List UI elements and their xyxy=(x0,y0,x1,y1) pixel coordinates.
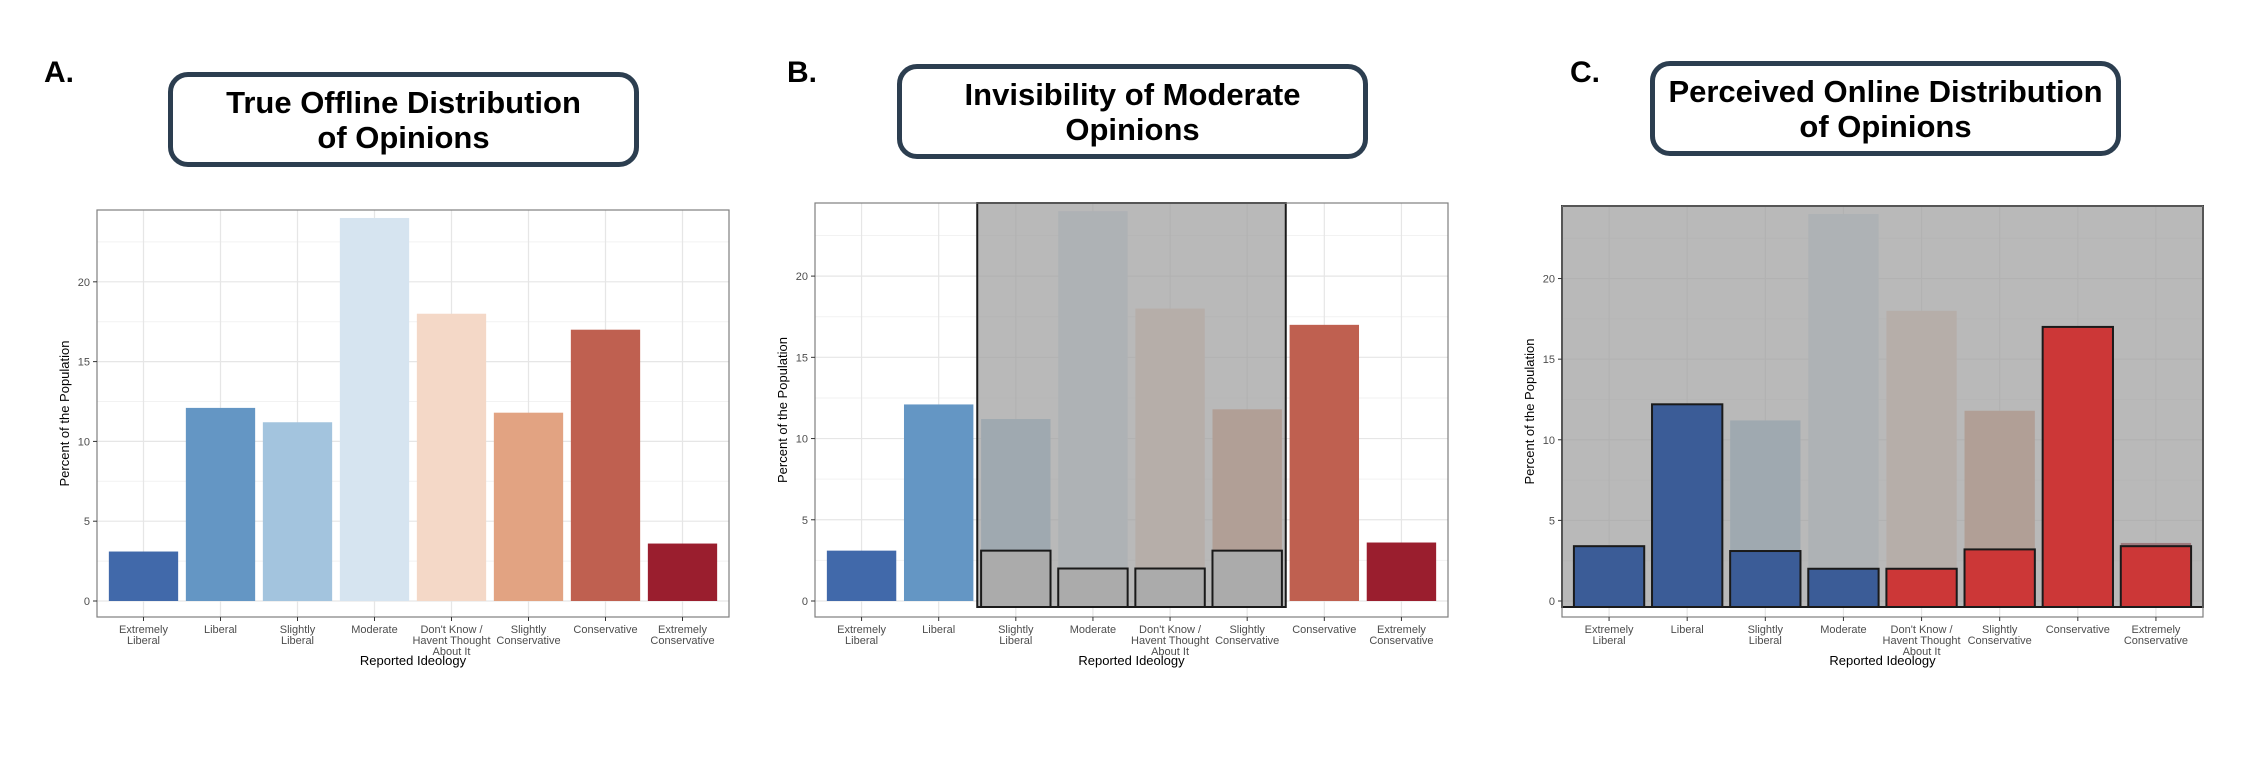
x-axis-title: Reported Ideology xyxy=(360,653,467,668)
bar-1 xyxy=(185,407,256,601)
chart-panel-b: 0 5 10 15 20 Extremely Liberal Liberal Slightly L… xyxy=(775,202,1449,668)
y-tick-label: 15 xyxy=(1543,354,1555,366)
y-tick-label: 0 xyxy=(84,596,90,608)
online-bars xyxy=(980,549,1283,608)
panel-a-title: True Offline Distribution of Opinions xyxy=(168,72,639,167)
bar-0 xyxy=(826,550,897,601)
x-axis-title: Reported Ideology xyxy=(1829,653,1936,668)
y-tick-label: 10 xyxy=(78,436,90,448)
y-tick-label: 15 xyxy=(796,352,808,364)
plot-border xyxy=(96,209,730,618)
invisibility-overlay xyxy=(976,202,1287,608)
x-tick-label: Don't Know / Havent Thought About It xyxy=(1883,624,1961,658)
panel-a-title-line-1: True Offline Distribution xyxy=(226,84,581,120)
x-tick-label: Liberal xyxy=(922,624,955,636)
panel-b-title-line-1: Invisibility of Moderate xyxy=(964,76,1301,112)
y-tick-label: 0 xyxy=(1549,596,1555,608)
online-bar-2 xyxy=(980,549,1052,608)
plot-border xyxy=(1561,205,2204,618)
x-tick-label: Slightly Liberal xyxy=(1748,624,1784,647)
x-tick-label: Extremely Conservative xyxy=(1369,624,1433,647)
x-tick-label: Conservative xyxy=(1292,624,1356,636)
bars xyxy=(108,217,718,601)
bar-6 xyxy=(570,329,641,601)
x-tick-label: Slightly Liberal xyxy=(998,624,1034,647)
x-tick-label: Don't Know / Havent Thought About It xyxy=(412,624,490,658)
x-tick-label: Extremely Liberal xyxy=(837,624,886,647)
online-bar-3 xyxy=(1057,567,1129,608)
panel-letter-c: C. xyxy=(1570,56,1600,89)
y-tick-label: 5 xyxy=(1549,515,1555,527)
x-tick-label: Extremely Liberal xyxy=(119,624,168,647)
plot-border xyxy=(814,202,1449,618)
bar-7 xyxy=(1366,542,1437,601)
online-bar-3 xyxy=(1807,567,1880,609)
bar-5 xyxy=(493,412,564,601)
online-bars xyxy=(1572,325,2193,609)
x-tick-label: Extremely Conservative xyxy=(2124,624,2188,647)
online-bar-4 xyxy=(1134,567,1206,608)
y-axis-title: Percent of the Population xyxy=(1522,339,1537,485)
y-tick-label: 20 xyxy=(1543,274,1555,286)
x-tick-label: Conservative xyxy=(2046,624,2110,636)
x-tick-label: Liberal xyxy=(204,624,237,636)
x-tick-label: Slightly Conservative xyxy=(1215,624,1279,647)
online-bar-0 xyxy=(1572,545,1646,608)
panel-b-title-line-2: Opinions xyxy=(1065,111,1200,147)
y-tick-label: 10 xyxy=(796,434,808,446)
online-bar-5 xyxy=(1963,548,2036,608)
chart-panel-c: 0 5 10 15 20 Extremely Liberal Liberal Slightly L… xyxy=(1522,205,2204,668)
y-axis: 0 5 10 15 20 xyxy=(78,277,97,608)
x-tick-label: Slightly Conservative xyxy=(1968,624,2032,647)
panel-letter-a: A. xyxy=(44,56,74,89)
online-bar-6 xyxy=(2041,325,2114,608)
online-bar-4 xyxy=(1885,567,1958,609)
x-axis: Extremely Liberal Liberal Slightly Liberal Mo… xyxy=(119,617,715,658)
online-bar-7 xyxy=(2119,545,2193,608)
x-tick-label: Moderate xyxy=(1070,624,1116,636)
panel-c-title-line-2: of Opinions xyxy=(1799,108,1972,144)
x-tick-label: Slightly Conservative xyxy=(496,624,560,647)
x-tick-label: Extremely Conservative xyxy=(650,624,714,647)
x-tick-label: Moderate xyxy=(1820,624,1866,636)
x-tick-label: Don't Know / Havent Thought About It xyxy=(1131,624,1209,658)
y-tick-label: 20 xyxy=(78,277,90,289)
y-axis-title: Percent of the Population xyxy=(775,337,790,483)
y-tick-label: 15 xyxy=(78,357,90,369)
x-tick-label: Liberal xyxy=(1671,624,1704,636)
x-axis-title: Reported Ideology xyxy=(1078,653,1185,668)
panel-c-title: Perceived Online Distribution of Opinion… xyxy=(1650,61,2121,156)
bar-4 xyxy=(416,313,487,601)
bar-0 xyxy=(108,551,179,601)
panel-letter-b: B. xyxy=(787,56,817,89)
online-bar-2 xyxy=(1729,550,1802,608)
x-axis: Extremely Liberal Liberal Slightly Liberal Mo… xyxy=(1585,617,2188,658)
x-tick-label: Conservative xyxy=(573,624,637,636)
y-tick-label: 0 xyxy=(802,596,808,608)
x-tick-label: Moderate xyxy=(351,624,397,636)
bar-6 xyxy=(1289,324,1360,601)
x-tick-label: Slightly Liberal xyxy=(280,624,316,647)
bar-2 xyxy=(262,422,333,601)
y-tick-label: 10 xyxy=(1543,435,1555,447)
y-axis: 0 5 10 15 20 xyxy=(796,271,815,608)
panel-c-title-line-1: Perceived Online Distribution xyxy=(1668,73,2103,109)
chart-panel-a: 0 5 10 15 20 Extremely Liberal Liberal Slightly L… xyxy=(57,209,730,668)
online-bar-5 xyxy=(1211,549,1283,608)
y-tick-label: 5 xyxy=(802,515,808,527)
panel-b-title: Invisibility of Moderate Opinions xyxy=(897,64,1368,159)
x-tick-label: Extremely Liberal xyxy=(1585,624,1634,647)
y-axis: 0 5 10 15 20 xyxy=(1543,274,1562,608)
y-axis-title: Percent of the Population xyxy=(57,341,72,487)
bar-7 xyxy=(647,543,718,601)
bar-1 xyxy=(903,404,974,601)
panel-a-title-line-2: of Opinions xyxy=(317,119,490,155)
y-tick-label: 20 xyxy=(796,271,808,283)
x-axis: Extremely Liberal Liberal Slightly Liberal Mo… xyxy=(837,617,1434,658)
bar-3 xyxy=(339,217,410,601)
online-bar-1 xyxy=(1651,403,1724,608)
y-tick-label: 5 xyxy=(84,516,90,528)
